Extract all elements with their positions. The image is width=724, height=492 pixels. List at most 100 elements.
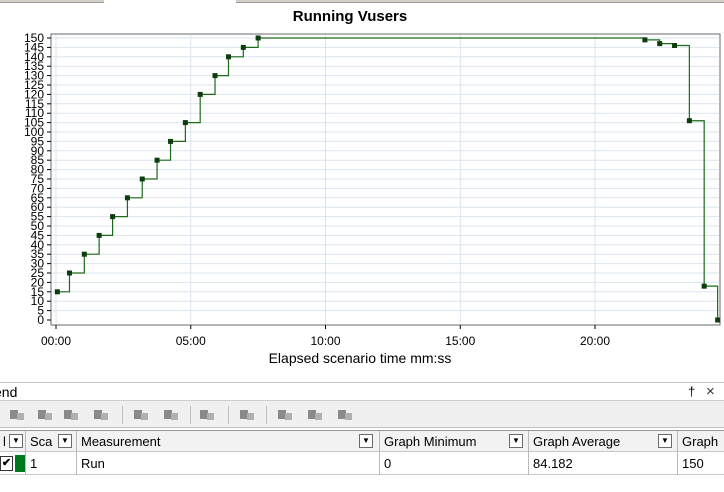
column-header-scale[interactable]: Sca ▼: [27, 431, 77, 453]
pin-icon[interactable]: †: [688, 384, 696, 399]
cell-measurement[interactable]: Run: [78, 453, 380, 475]
toolbar-separator: [122, 406, 123, 424]
y-tick-label: 100: [24, 125, 44, 139]
link-icon[interactable]: [62, 407, 80, 423]
y-tick-label: 0: [37, 313, 44, 327]
y-tick-label: 95: [31, 134, 45, 148]
y-tick-label: 35: [31, 247, 45, 261]
x-axis-label: Elapsed scenario time mm:ss: [268, 350, 452, 366]
legend-title: end: [0, 384, 18, 400]
table-row[interactable]: ✔ 1 Run 0 84.182 150: [0, 453, 724, 475]
x-tick-label: 15:00: [445, 334, 475, 348]
data-point: [168, 138, 174, 144]
data-point: [657, 41, 663, 47]
cell-graph-average: 84.182: [530, 453, 678, 475]
toolbar-separator: [228, 406, 229, 424]
scale-icon[interactable]: [276, 407, 294, 423]
y-tick-label: 20: [31, 275, 45, 289]
data-point: [154, 157, 160, 163]
series-layer: [54, 35, 721, 323]
column-header-label: Graph: [682, 434, 719, 449]
y-tick-label: 90: [31, 144, 45, 158]
y-tick-label: 75: [31, 172, 45, 186]
y-tick-label: 130: [24, 69, 44, 83]
tab-left[interactable]: [0, 0, 104, 3]
x-tick-label: 20:00: [580, 334, 610, 348]
hide-all-icon[interactable]: [36, 407, 54, 423]
chevron-down-icon[interactable]: ▼: [658, 434, 672, 448]
y-tick-label: 125: [24, 78, 44, 92]
column-header-graph-maximum[interactable]: Graph: [679, 431, 724, 453]
y-tick-label: 25: [31, 266, 45, 280]
y-tick-label: 150: [24, 31, 44, 45]
y-tick-label: 105: [24, 116, 44, 130]
data-point: [225, 54, 231, 60]
save-icon[interactable]: [336, 407, 354, 423]
data-point: [715, 317, 721, 323]
chevron-down-icon[interactable]: ▼: [9, 434, 23, 448]
y-tick-label: 140: [24, 50, 44, 64]
configure-icon[interactable]: [132, 407, 150, 423]
y-tick-label: 135: [24, 59, 44, 73]
y-tick-label: 5: [37, 304, 44, 318]
y-tick-label: 85: [31, 153, 45, 167]
visibility-checkbox[interactable]: ✔: [0, 456, 13, 471]
data-point: [96, 232, 102, 238]
y-axis: 0510152025303540455055606570758085909510…: [24, 31, 51, 327]
show-all-icon[interactable]: [8, 407, 26, 423]
column-header-graph-average[interactable]: Graph Average ▼: [530, 431, 678, 453]
chart-title: Running Vusers: [292, 8, 408, 25]
y-tick-label: 10: [31, 294, 45, 308]
column-header-color[interactable]: l ▼: [0, 431, 26, 453]
chevron-down-icon[interactable]: ▼: [359, 434, 373, 448]
y-tick-label: 45: [31, 228, 45, 242]
data-point: [197, 91, 203, 97]
data-point: [701, 283, 707, 289]
chevron-down-icon[interactable]: ▼: [58, 434, 72, 448]
legend-grid: l ▼ Sca ▼ Measurement ▼ Graph Minimum ▼ …: [0, 430, 724, 492]
column-header-label: Graph Minimum: [384, 434, 477, 449]
cell-color: ✔: [0, 453, 26, 475]
toolbar-separator: [190, 406, 191, 424]
grid-lines: [52, 35, 719, 324]
data-point: [182, 120, 188, 126]
top-tab-strip: [0, 0, 724, 6]
y-tick-label: 110: [25, 106, 44, 120]
y-tick-label: 120: [24, 87, 44, 101]
data-point: [642, 37, 648, 43]
y-tick-label: 15: [31, 285, 45, 299]
column-header-measurement[interactable]: Measurement ▼: [78, 431, 380, 453]
cell-graph-maximum: 150: [682, 456, 704, 471]
filter-icon[interactable]: [92, 407, 110, 423]
cell-graph-minimum: 0: [381, 453, 529, 475]
legend-toolbar: [0, 400, 724, 428]
close-icon[interactable]: ×: [706, 383, 715, 400]
y-tick-label: 55: [31, 210, 45, 224]
cell-scale[interactable]: 1: [27, 453, 77, 475]
color-swatch[interactable]: [15, 455, 25, 472]
data-point: [81, 251, 87, 257]
y-tick-label: 70: [31, 181, 45, 195]
y-tick-label: 50: [31, 219, 45, 233]
y-tick-label: 30: [31, 257, 45, 271]
export-icon[interactable]: [162, 407, 180, 423]
data-point: [686, 118, 692, 124]
trend-icon[interactable]: [306, 407, 324, 423]
measurement-icon[interactable]: [198, 407, 216, 423]
y-tick-label: 65: [31, 191, 45, 205]
data-point: [240, 44, 246, 50]
column-header-label: Graph Average: [533, 434, 621, 449]
columns-icon[interactable]: [238, 407, 256, 423]
data-point: [110, 214, 116, 220]
legend-header-row: l ▼ Sca ▼ Measurement ▼ Graph Minimum ▼ …: [0, 430, 724, 453]
data-point: [139, 176, 145, 182]
x-tick-label: 10:00: [310, 334, 340, 348]
x-axis: 00:00 05:00 10:00 15:00 20:00: [41, 325, 610, 348]
chevron-down-icon[interactable]: ▼: [509, 434, 523, 448]
column-header-label: l: [3, 434, 6, 449]
tab-right[interactable]: [236, 0, 724, 3]
data-point: [212, 73, 218, 79]
data-point: [54, 289, 60, 295]
column-header-graph-minimum[interactable]: Graph Minimum ▼: [381, 431, 529, 453]
y-tick-label: 60: [31, 200, 45, 214]
